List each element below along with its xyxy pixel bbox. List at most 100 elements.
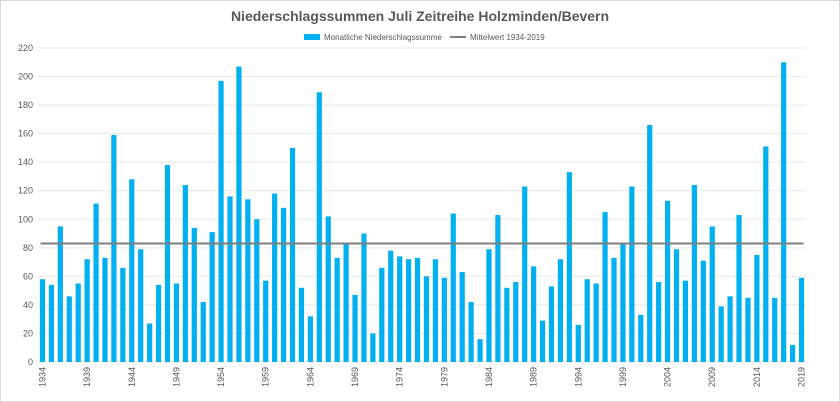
- y-tick-label: 80: [23, 243, 33, 253]
- bar: [155, 284, 162, 362]
- bar: [629, 186, 635, 362]
- bar: [120, 267, 126, 362]
- bar: [93, 203, 99, 362]
- x-tick-label: 1994: [573, 367, 583, 387]
- y-tick-label: 40: [23, 300, 33, 310]
- bar: [102, 257, 108, 362]
- y-tick-label: 60: [23, 271, 33, 281]
- bar: [450, 213, 456, 362]
- bar: [227, 196, 233, 362]
- bar: [432, 259, 438, 362]
- chart-title: Niederschlagssummen Juli Zeitreihe Holzm…: [231, 8, 609, 24]
- bar: [182, 185, 188, 362]
- bar: [548, 286, 555, 362]
- bar: [138, 249, 144, 362]
- x-tick-label: 1979: [439, 367, 449, 387]
- bar: [352, 294, 358, 362]
- bar: [754, 254, 760, 362]
- bar: [48, 284, 54, 362]
- bar: [718, 306, 724, 362]
- bar: [325, 216, 331, 362]
- bar: [709, 226, 715, 362]
- bar: [781, 62, 787, 362]
- bar: [263, 280, 269, 362]
- bar: [379, 267, 385, 362]
- x-tick-label: 1939: [82, 367, 92, 387]
- bar: [727, 296, 733, 362]
- bar: [173, 283, 180, 362]
- bar: [147, 323, 153, 362]
- bar: [602, 212, 608, 362]
- bar: [763, 146, 769, 362]
- bar: [129, 179, 135, 362]
- bar: [334, 257, 340, 362]
- bar: [414, 257, 421, 362]
- bar: [736, 214, 742, 362]
- bar: [522, 186, 528, 362]
- bar: [798, 277, 805, 362]
- legend-swatch-bars: [304, 34, 320, 40]
- bar: [504, 287, 510, 362]
- bar: [459, 272, 465, 362]
- x-tick-label: 1989: [529, 367, 539, 387]
- bar: [495, 214, 501, 362]
- legend-label-mean: Mittelwert 1934-2019: [470, 33, 545, 42]
- bar: [236, 66, 242, 363]
- y-tick-label: 180: [18, 100, 33, 110]
- bar: [673, 249, 680, 362]
- bar: [575, 324, 581, 362]
- bar: [272, 193, 278, 362]
- bar: [298, 287, 305, 362]
- bar: [370, 333, 376, 362]
- bar: [164, 165, 171, 362]
- bar: [772, 297, 778, 362]
- bar: [254, 219, 260, 362]
- y-tick-label: 100: [18, 214, 33, 224]
- bar: [486, 249, 492, 362]
- x-tick-label: 2014: [752, 367, 762, 387]
- x-tick-label: 1964: [305, 367, 315, 387]
- x-tick-label: 1949: [171, 367, 181, 387]
- bar: [790, 344, 796, 362]
- bar: [388, 250, 394, 362]
- x-tick-label: 1959: [261, 367, 271, 387]
- bar: [539, 320, 546, 362]
- bar: [191, 227, 197, 362]
- bar: [280, 207, 287, 362]
- bar: [611, 257, 617, 362]
- legend: Monatliche Niederschlagssumme Mittelwert…: [304, 33, 545, 42]
- bar: [700, 260, 706, 362]
- bar: [620, 243, 626, 362]
- bar: [566, 172, 572, 362]
- y-tick-label: 0: [28, 357, 33, 367]
- bar: [477, 339, 483, 362]
- x-tick-label: 1944: [127, 367, 137, 387]
- bar: [39, 279, 46, 362]
- y-tick-label: 20: [23, 328, 33, 338]
- bar: [218, 80, 224, 362]
- bar: [745, 297, 751, 362]
- bar: [441, 277, 447, 362]
- x-tick-label: 1984: [484, 367, 494, 387]
- bar: [289, 147, 296, 362]
- legend-label-bars: Monatliche Niederschlagssumme: [324, 33, 442, 42]
- x-tick-label: 1934: [37, 367, 47, 387]
- bar: [84, 259, 90, 362]
- x-tick-label: 2019: [797, 367, 807, 387]
- bar: [111, 135, 117, 362]
- bar: [682, 280, 689, 362]
- y-tick-label: 220: [18, 43, 33, 53]
- bar: [361, 233, 367, 362]
- bar: [406, 259, 412, 362]
- bar: [200, 302, 206, 362]
- bar: [638, 314, 644, 362]
- bar: [66, 296, 72, 362]
- bar: [557, 259, 564, 362]
- bar: [593, 283, 599, 362]
- bar: [513, 282, 519, 362]
- bar: [316, 92, 322, 362]
- y-tick-label: 120: [18, 186, 33, 196]
- bar: [468, 302, 474, 362]
- x-tick-label: 1969: [350, 367, 360, 387]
